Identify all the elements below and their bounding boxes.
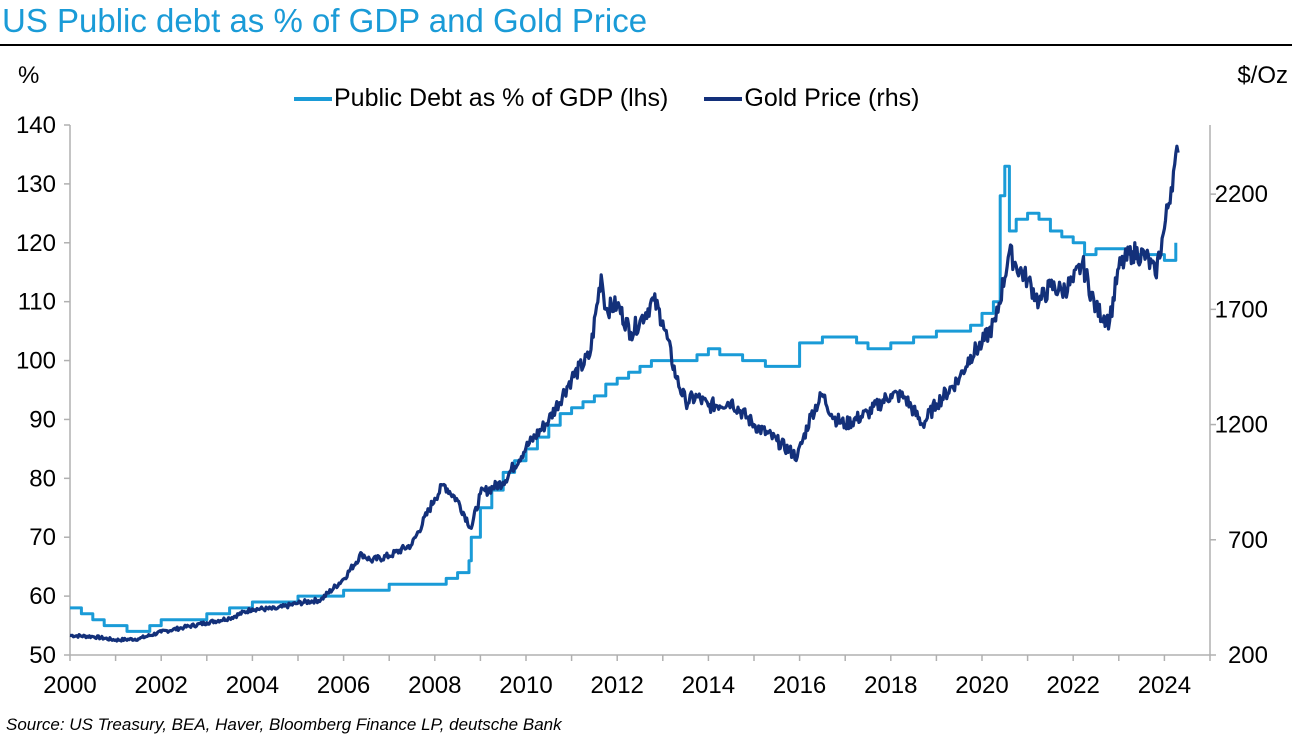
tick-labels: 50 60 70 80 90 100 110 120 130 140 200 700 1200 1700 2… — [16, 112, 1268, 699]
series-line-public-debt — [70, 164, 1178, 633]
left-tick-label: 90 — [29, 406, 56, 433]
series-group — [69, 144, 1180, 643]
right-axis-unit: $/Oz — [1237, 62, 1288, 89]
x-tick-label: 2022 — [1047, 672, 1100, 699]
right-tick-label: 200 — [1228, 642, 1268, 669]
right-tick-label: 1200 — [1215, 412, 1268, 439]
legend-label-debt: Public Debt as % of GDP (lhs) — [334, 84, 669, 112]
legend-item-debt: Public Debt as % of GDP (lhs) — [294, 84, 668, 113]
legend-swatch-gold — [704, 96, 743, 101]
legend: Public Debt as % of GDP (lhs) Gold Price… — [294, 84, 955, 113]
left-tick-label: 70 — [29, 524, 56, 551]
left-tick-label: 110 — [18, 289, 56, 316]
title-divider — [0, 44, 1292, 46]
x-tick-label: 2006 — [317, 672, 370, 699]
legend-item-gold: Gold Price (rhs) — [704, 84, 919, 113]
left-tick-label: 100 — [16, 348, 56, 375]
x-tick-label: 2020 — [955, 672, 1008, 699]
x-tick-label: 2010 — [499, 672, 552, 699]
x-tick-label: 2002 — [135, 672, 188, 699]
x-tick-label: 2014 — [682, 672, 735, 699]
axes — [64, 124, 1216, 661]
x-tick-label: 2000 — [43, 672, 96, 699]
left-tick-label: 140 — [16, 112, 56, 139]
right-tick-label: 2200 — [1215, 181, 1268, 208]
left-tick-label: 120 — [16, 230, 56, 257]
x-tick-label: 2012 — [591, 672, 644, 699]
x-tick-label: 2004 — [226, 672, 279, 699]
source-note: Source: US Treasury, BEA, Haver, Bloombe… — [6, 715, 562, 734]
x-tick-label: 2008 — [408, 672, 461, 699]
legend-label-gold: Gold Price (rhs) — [744, 84, 920, 112]
right-tick-label: 1700 — [1215, 296, 1268, 323]
chart-title: US Public debt as % of GDP and Gold Pric… — [2, 2, 648, 39]
left-tick-label: 60 — [29, 583, 56, 610]
left-tick-label: 50 — [29, 642, 56, 669]
left-axis-unit: % — [18, 62, 40, 89]
left-tick-label: 80 — [29, 465, 56, 492]
x-tick-label: 2024 — [1138, 672, 1191, 699]
left-tick-label: 130 — [16, 171, 56, 198]
x-tick-label: 2016 — [773, 672, 826, 699]
x-tick-label: 2018 — [864, 672, 917, 699]
right-tick-label: 700 — [1228, 527, 1268, 554]
legend-swatch-debt — [294, 96, 332, 101]
series-line-gold-price — [69, 144, 1180, 643]
